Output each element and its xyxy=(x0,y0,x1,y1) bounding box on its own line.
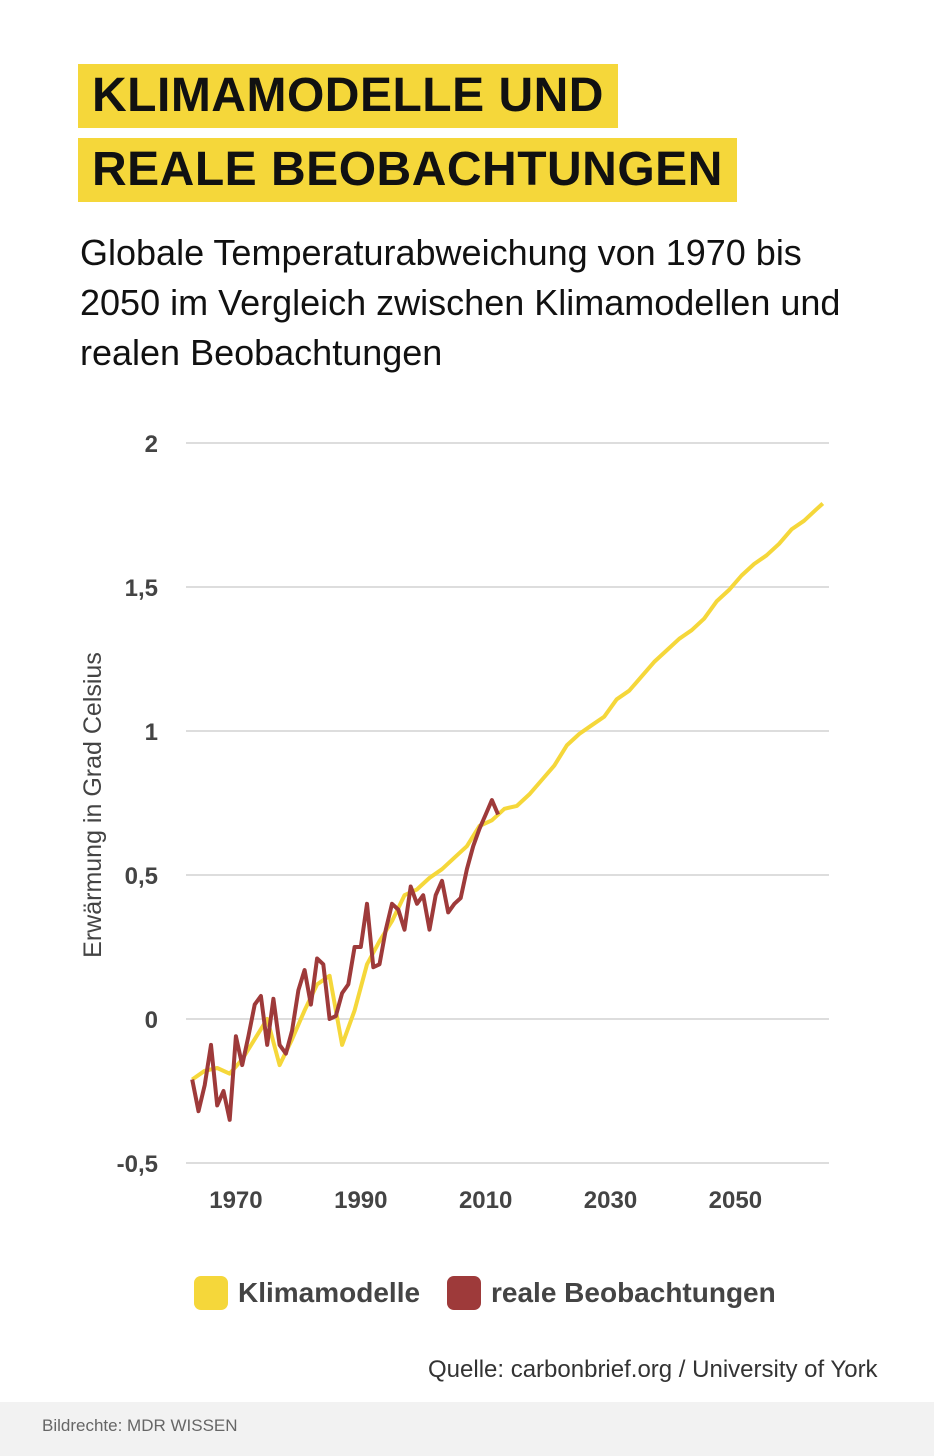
source: Quelle: carbonbrief.org / University of … xyxy=(428,1356,878,1383)
title-line: REALE BEOBACHTUNGEN xyxy=(78,138,737,202)
legend-label: Klimamodelle xyxy=(238,1277,420,1308)
subtitle: Globale Temperaturabweichung von 1970 bi… xyxy=(80,232,841,373)
x-tick-label: 1990 xyxy=(334,1187,387,1214)
title-line: KLIMAMODELLE UND xyxy=(78,64,618,128)
series-line xyxy=(190,798,500,1122)
x-tick-label: 2010 xyxy=(459,1187,512,1214)
x-tick-label: 2030 xyxy=(584,1187,637,1214)
legend-swatch xyxy=(447,1276,481,1310)
chart: Erwärmung in Grad Celsius -0,5 0 0,5 1 1,5 2 1… xyxy=(79,431,829,1310)
legend-label: reale Beobachtungen xyxy=(491,1277,776,1308)
y-tick-label: 1 xyxy=(145,719,158,746)
y-tick-label: 2 xyxy=(145,431,158,458)
y-tick-label: -0,5 xyxy=(117,1151,158,1178)
x-tick-label: 2050 xyxy=(709,1187,762,1214)
series-line xyxy=(191,502,825,1082)
credit: Bildrechte: MDR WISSEN xyxy=(42,1416,238,1435)
footer xyxy=(0,1402,934,1456)
y-tick-label: 0,5 xyxy=(125,863,158,890)
legend-swatch xyxy=(194,1276,228,1310)
y-tick-label: 0 xyxy=(145,1007,158,1034)
y-tick-label: 1,5 xyxy=(125,575,158,602)
y-axis-label: Erwärmung in Grad Celsius xyxy=(79,652,107,958)
x-tick-label: 1970 xyxy=(209,1187,262,1214)
